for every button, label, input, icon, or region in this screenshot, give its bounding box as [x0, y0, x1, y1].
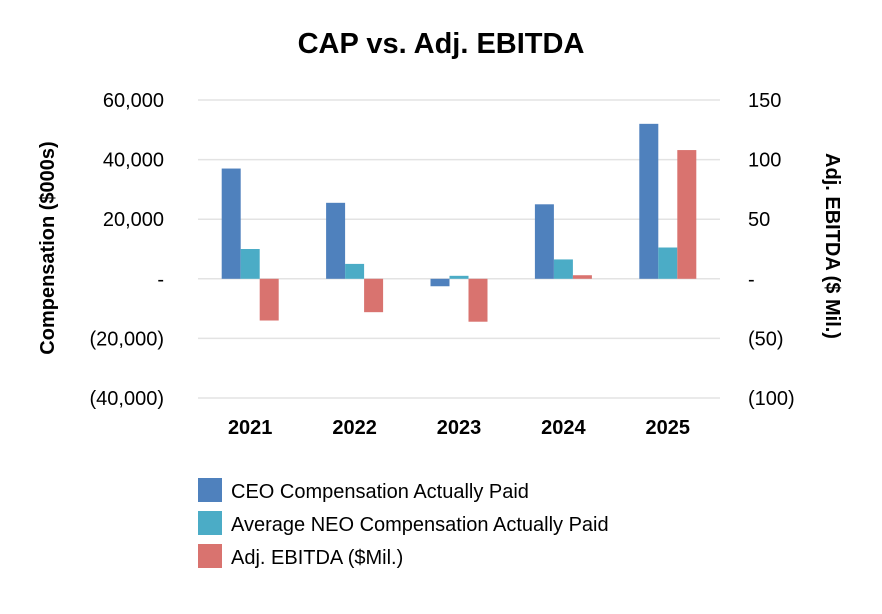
bars	[221, 123, 697, 322]
y-left-tick-label: -	[157, 269, 164, 291]
bar	[430, 278, 450, 287]
bar	[240, 249, 260, 279]
y-left-tick-label: 60,000	[103, 90, 164, 112]
x-category-label: 2023	[437, 417, 482, 439]
bar	[259, 278, 279, 321]
category-labels: 2021 2022 2023 2024 2025	[228, 417, 690, 439]
legend-swatch	[198, 511, 222, 535]
y-right-tick-label: 150	[748, 90, 781, 112]
y-axis-right-title: Adj. EBITDA ($ Mil.)	[821, 153, 843, 339]
bar	[449, 275, 469, 279]
legend: CEO Compensation Actually Paid Average NE…	[198, 478, 609, 569]
bar	[639, 123, 659, 279]
bar	[534, 204, 554, 279]
x-category-label: 2025	[646, 417, 691, 439]
legend-label: Adj. EBITDA ($Mil.)	[231, 547, 403, 569]
bar	[468, 278, 488, 322]
y-left-tick-label: 20,000	[103, 209, 164, 231]
x-category-label: 2024	[541, 417, 586, 439]
y-right-tick-label: -	[748, 269, 755, 291]
bar	[345, 263, 365, 279]
bar	[553, 259, 573, 279]
y-right-tick-label: 50	[748, 209, 770, 231]
bar	[658, 247, 678, 279]
y-left-tick-label: 40,000	[103, 150, 164, 172]
chart-title: CAP vs. Adj. EBITDA	[298, 28, 585, 60]
tick-labels: 60,000 40,000 20,000 - (20,000) (40,000) 150 10…	[90, 90, 795, 410]
bar	[326, 202, 346, 279]
legend-label: Average NEO Compensation Actually Paid	[231, 514, 609, 536]
y-axis-left-title: Compensation ($000s)	[37, 141, 59, 354]
y-left-tick-label: (20,000)	[90, 328, 165, 350]
bar	[572, 275, 592, 279]
y-right-tick-label: (50)	[748, 328, 784, 350]
x-category-label: 2021	[228, 417, 273, 439]
x-category-label: 2022	[332, 417, 377, 439]
legend-label: CEO Compensation Actually Paid	[231, 481, 529, 503]
y-right-tick-label: 100	[748, 150, 781, 172]
grid	[198, 99, 720, 399]
bar	[364, 278, 384, 313]
y-right-tick-label: (100)	[748, 388, 795, 410]
bar	[677, 150, 697, 279]
legend-swatch	[198, 478, 222, 502]
y-left-tick-label: (40,000)	[90, 388, 165, 410]
bar	[221, 168, 241, 279]
legend-swatch	[198, 544, 222, 568]
